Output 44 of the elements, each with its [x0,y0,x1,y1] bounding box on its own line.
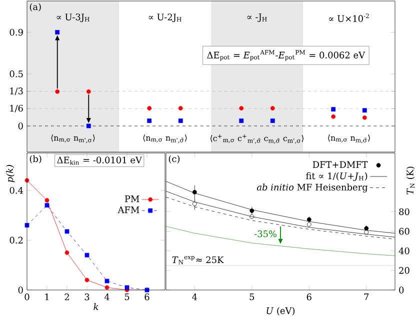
legend-label: ab initio MF Heisenberg [256,184,368,192]
annotation: ∝ U-2J$_{H}$ [148,14,182,22]
legend-label: AFM [118,206,140,214]
x-tick-label: 4 [104,294,110,300]
legend-label: PM [124,196,140,202]
x-tick-label: 6 [306,294,312,300]
annotation: ∝ U-3J$_{H}$ [56,14,90,22]
x-tick-label: 3 [84,294,90,300]
text: ΔE$_{pot}$ = E$_{pot}$$^{AFM}$-E$_{pot}$$^{PM}$ = 0.0062 eV [207,50,366,61]
y-tick-label: 1/6 [10,104,23,112]
y-tick-label: 0.4 [10,186,24,194]
x-tick-label: 6 [144,294,150,300]
x-tick-label: 5 [124,294,130,300]
y-tick-label: 0.2 [10,236,23,244]
y-tick-label: 80 [399,208,410,216]
x-axis-title: U (eV) [266,307,295,316]
y-tick-label: 0 [399,286,404,294]
x-tick-label: 7 [364,294,369,300]
y-tick-label: 0.5 [10,70,23,78]
y-axis-title: T$_{N}$ (K) [406,166,415,194]
legend-label: fit ∝ 1/(U+J$_{H}$) [306,172,368,181]
annotation: -35% [254,230,277,238]
y-tick-label: 0.9 [10,28,23,36]
x-axis-title: k [94,303,98,310]
annotation: ∝ U×10$^{-2}$ [329,14,369,22]
annotation: ΔE$_{kin}$ = -0.0101 eV [57,156,142,165]
y-tick-label: 0 [18,286,23,294]
y-tick-label: 20 [399,267,410,274]
x-tick-label: 0 [24,294,30,300]
y-tick-label: 1/3 [10,88,23,96]
ref-line-label: T$_{N}$$^{exp}$≈ 25K [172,256,224,264]
annotation: (b) [30,155,42,164]
annotation: ∝ -J$_{H}$ [247,14,267,22]
y-tick-label: 40 [398,247,410,254]
annotation: (c) [168,155,180,164]
annotation: (a) [30,3,41,12]
y-tick-label: 0 [18,122,23,130]
x-tick-label: 5 [250,294,254,300]
x-tick-label: 1 [45,294,49,300]
legend-label: DFT+DMFT [312,161,368,168]
x-tick-label: 4 [192,294,198,300]
y-tick-label: 60 [399,228,410,235]
x-tick-label: 2 [64,294,69,300]
y-axis-title: p(k) [6,165,15,182]
